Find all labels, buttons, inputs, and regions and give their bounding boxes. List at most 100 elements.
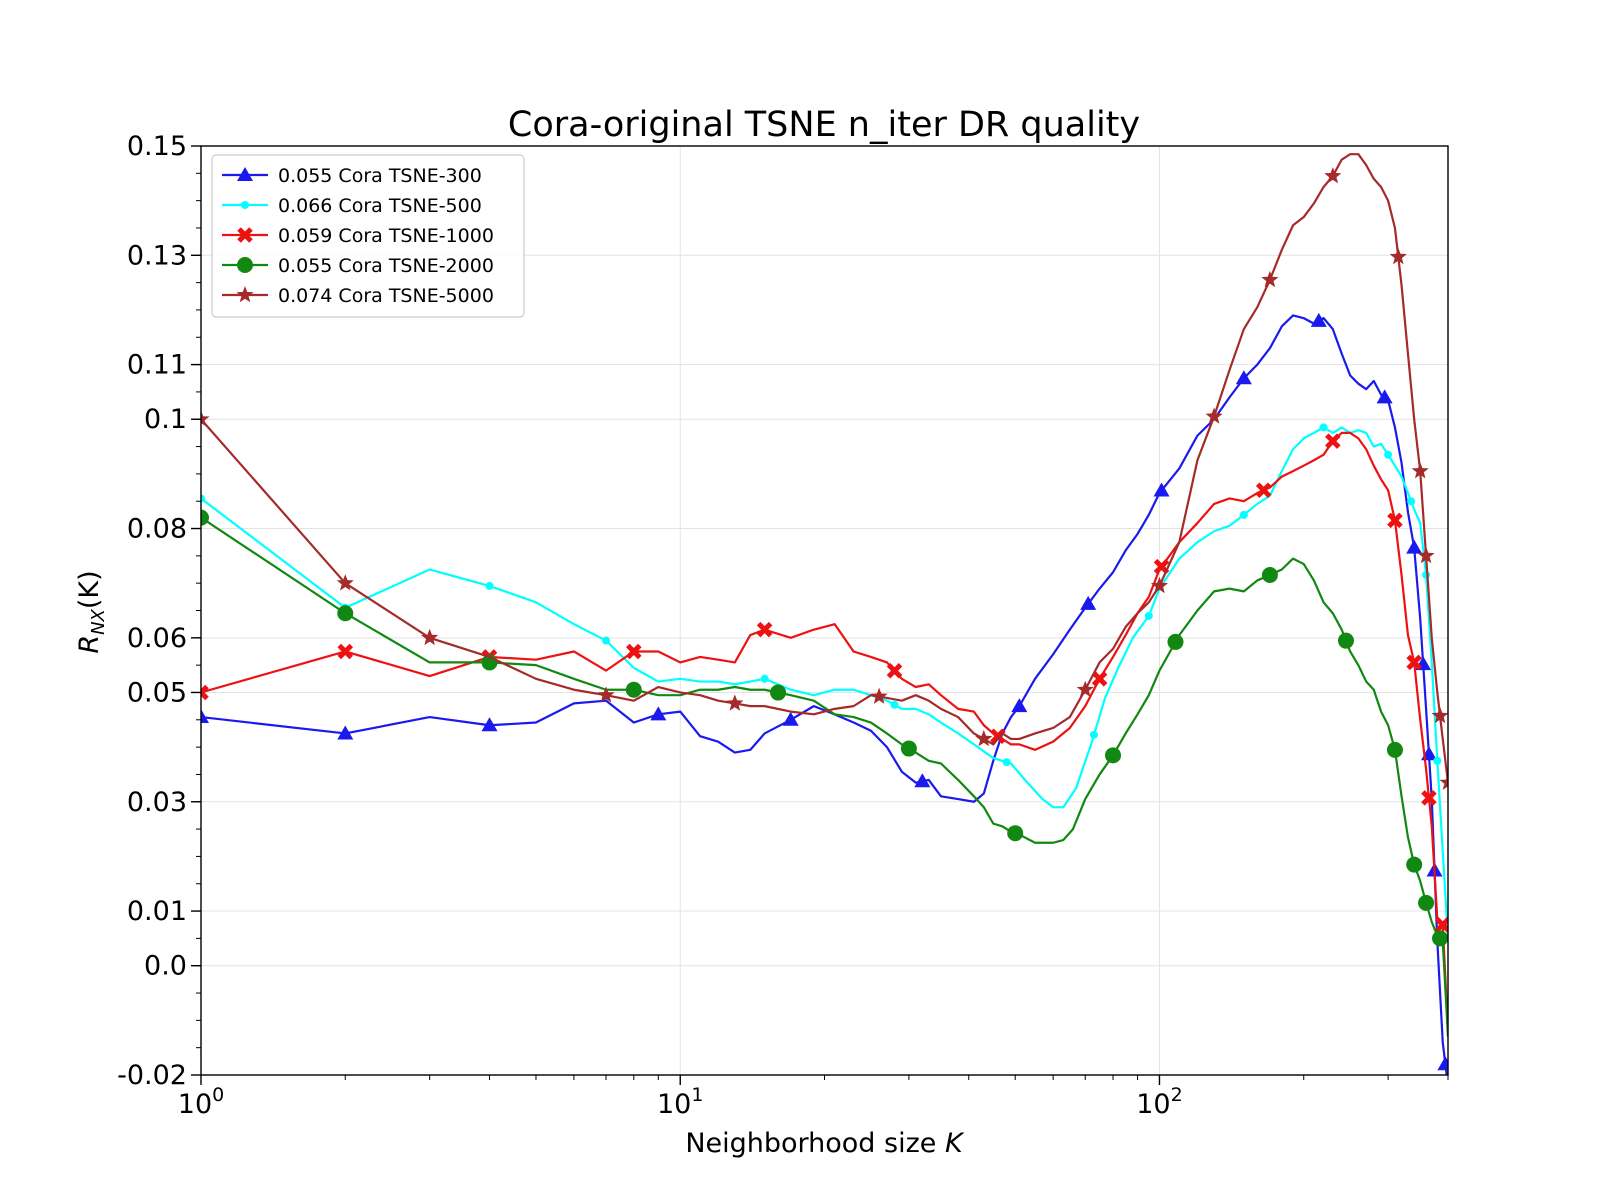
data-point (1002, 758, 1011, 767)
data-point (481, 717, 498, 732)
data-point (1089, 730, 1098, 739)
data-point (1324, 167, 1342, 184)
data-point (1235, 370, 1252, 385)
data-point (237, 227, 253, 243)
data-point (1433, 756, 1442, 765)
y-tick-label: 0.1 (144, 404, 187, 435)
series-2 (201, 431, 1448, 1032)
data-point (1384, 450, 1393, 459)
data-point (1261, 566, 1278, 583)
legend-item: 0.055 Cora TSNE-300 (222, 165, 482, 187)
y-tick-label: 0.05 (127, 677, 187, 708)
data-point (1144, 611, 1153, 620)
y-tick-label: 0.03 (127, 787, 187, 818)
data-point (597, 686, 615, 703)
data-point (650, 706, 667, 721)
x-tick-label: 101 (657, 1084, 703, 1120)
data-point (236, 286, 254, 303)
series-3 (201, 509, 1448, 1037)
y-axis-label: RNX(K) (74, 570, 109, 653)
series-line (201, 431, 1448, 1032)
data-point (1422, 570, 1431, 579)
y-tick-label: 0.0 (144, 951, 187, 982)
data-point (1418, 894, 1435, 911)
data-point (602, 636, 611, 645)
data-point (1239, 510, 1248, 519)
data-point (1417, 546, 1435, 564)
data-point (201, 410, 210, 427)
data-point (1153, 482, 1170, 497)
data-point (760, 674, 769, 683)
y-tick-label: 0.08 (127, 514, 187, 545)
x-tick-label: 100 (178, 1084, 224, 1120)
data-point (782, 711, 799, 726)
series-line (201, 314, 1448, 1075)
data-point (890, 700, 899, 709)
axis-ticks: 0.15 0.13 0.11 0.1 0.08 0.06 0.05 0.03 0.01 0.0 -0… (117, 131, 1449, 1120)
x-axis-label: Neighborhood size K (685, 1128, 965, 1159)
data-point (337, 725, 354, 740)
data-point (337, 643, 354, 660)
data-point (201, 494, 205, 503)
y-tick-label: 0.01 (127, 896, 187, 927)
data-point (1437, 1056, 1448, 1071)
data-point (726, 694, 744, 711)
data-point (1387, 512, 1403, 529)
data-point (1386, 741, 1403, 758)
data-point (975, 729, 993, 747)
y-tick-label: 0.13 (127, 240, 187, 271)
data-point (201, 709, 209, 724)
series-1 (201, 423, 1448, 939)
data-point (1325, 433, 1341, 449)
y-tick-label: 0.11 (127, 350, 187, 381)
data-point (237, 257, 253, 273)
data-point (1431, 706, 1448, 724)
data-point (336, 574, 354, 591)
series-4 (201, 153, 1448, 790)
data-point (1150, 576, 1168, 594)
data-point (1091, 671, 1108, 687)
data-point (1080, 595, 1097, 610)
data-point (1011, 698, 1028, 713)
legend-item: 0.074 Cora TSNE-5000 (222, 285, 494, 307)
data-point (1261, 270, 1279, 288)
data-point (1105, 747, 1122, 764)
chart-title: Cora-original TSNE n_iter DR quality (508, 105, 1140, 145)
legend-label: 0.055 Cora TSNE-2000 (278, 255, 494, 277)
data-point (900, 740, 917, 757)
y-tick-label: 0.15 (127, 131, 187, 162)
data-point (1411, 462, 1429, 479)
data-point (1310, 312, 1327, 327)
data-point (886, 662, 903, 679)
data-point (201, 684, 209, 701)
data-point (1337, 632, 1354, 649)
data-point (421, 628, 439, 646)
legend-label: 0.066 Cora TSNE-500 (278, 195, 482, 217)
series-0 (201, 312, 1448, 1075)
data-point (1319, 423, 1328, 432)
data-point (1407, 497, 1416, 506)
series-line (201, 426, 1448, 939)
legend-label: 0.074 Cora TSNE-5000 (278, 285, 494, 307)
data-point (1421, 790, 1437, 806)
legend-item: 0.066 Cora TSNE-500 (222, 195, 482, 217)
legend-box (211, 154, 525, 318)
x-tick-label: 102 (1136, 1084, 1182, 1120)
data-point (1167, 633, 1184, 650)
y-tick-label: -0.02 (117, 1060, 187, 1091)
data-point (485, 581, 494, 590)
series-line (201, 516, 1448, 1037)
legend: 0.055 Cora TSNE-300 0.066 Cora TSNE-500 0.… (211, 154, 525, 318)
legend-label: 0.059 Cora TSNE-1000 (278, 225, 494, 247)
data-point (241, 201, 249, 209)
data-point (1406, 856, 1423, 873)
data-point (1406, 539, 1423, 554)
data-point (1434, 916, 1448, 933)
data-point (870, 687, 888, 704)
data-point (914, 773, 931, 788)
y-tick-label: 0.06 (127, 623, 187, 654)
data-point (1376, 389, 1393, 404)
legend-label: 0.055 Cora TSNE-300 (278, 165, 482, 187)
data-point (756, 621, 773, 638)
